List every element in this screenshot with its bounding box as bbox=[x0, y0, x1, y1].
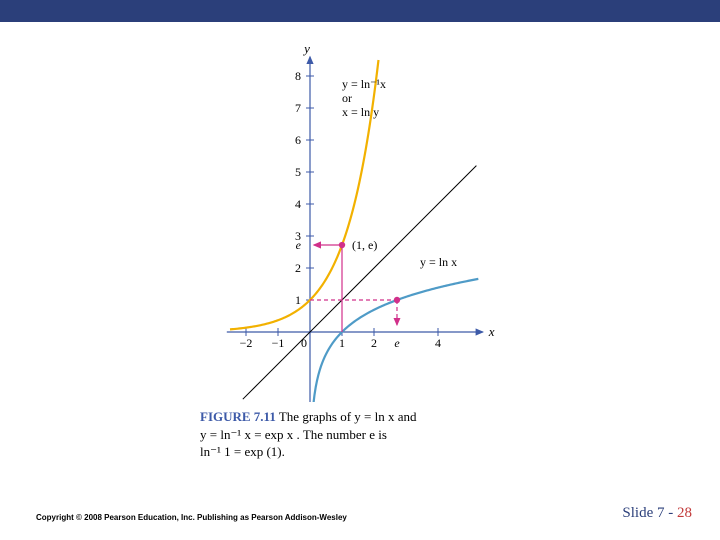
svg-text:(1, e): (1, e) bbox=[352, 238, 377, 252]
svg-text:1: 1 bbox=[295, 293, 301, 307]
figure-container: xy−2−1124012345678ee(1, e)y = ln⁻¹xorx =… bbox=[0, 22, 720, 461]
svg-text:−2: −2 bbox=[240, 336, 253, 350]
svg-text:y: y bbox=[302, 41, 310, 56]
caption-line1: The graphs of y = ln x and bbox=[276, 409, 417, 424]
svg-text:x = ln y: x = ln y bbox=[342, 105, 379, 119]
figure-label: FIGURE 7.11 bbox=[200, 409, 276, 424]
svg-text:4: 4 bbox=[435, 336, 441, 350]
svg-text:y = ln⁻¹x: y = ln⁻¹x bbox=[342, 77, 386, 91]
svg-text:x: x bbox=[488, 324, 495, 339]
svg-text:6: 6 bbox=[295, 133, 301, 147]
slide-page: 28 bbox=[677, 505, 692, 521]
svg-text:2: 2 bbox=[295, 261, 301, 275]
svg-text:or: or bbox=[342, 91, 352, 105]
chart-svg: xy−2−1124012345678ee(1, e)y = ln⁻¹xorx =… bbox=[210, 22, 510, 402]
svg-text:e: e bbox=[296, 238, 302, 252]
figure-caption: FIGURE 7.11 The graphs of y = ln x and y … bbox=[200, 408, 520, 461]
caption-line2: y = ln⁻¹ x = exp x . The number e is bbox=[200, 427, 387, 442]
svg-text:y = ln x: y = ln x bbox=[420, 255, 457, 269]
svg-text:2: 2 bbox=[371, 336, 377, 350]
svg-text:−1: −1 bbox=[272, 336, 285, 350]
svg-text:e: e bbox=[394, 336, 400, 350]
copyright-text: Copyright © 2008 Pearson Education, Inc.… bbox=[36, 513, 347, 522]
top-bar bbox=[0, 0, 720, 22]
slide-number: Slide 7 - 28 bbox=[622, 505, 692, 522]
svg-text:1: 1 bbox=[339, 336, 345, 350]
svg-text:5: 5 bbox=[295, 165, 301, 179]
svg-text:4: 4 bbox=[295, 197, 301, 211]
svg-text:7: 7 bbox=[295, 101, 301, 115]
caption-line3: ln⁻¹ 1 = exp (1). bbox=[200, 444, 285, 459]
svg-text:8: 8 bbox=[295, 69, 301, 83]
slide-label: Slide 7 - bbox=[622, 505, 677, 521]
